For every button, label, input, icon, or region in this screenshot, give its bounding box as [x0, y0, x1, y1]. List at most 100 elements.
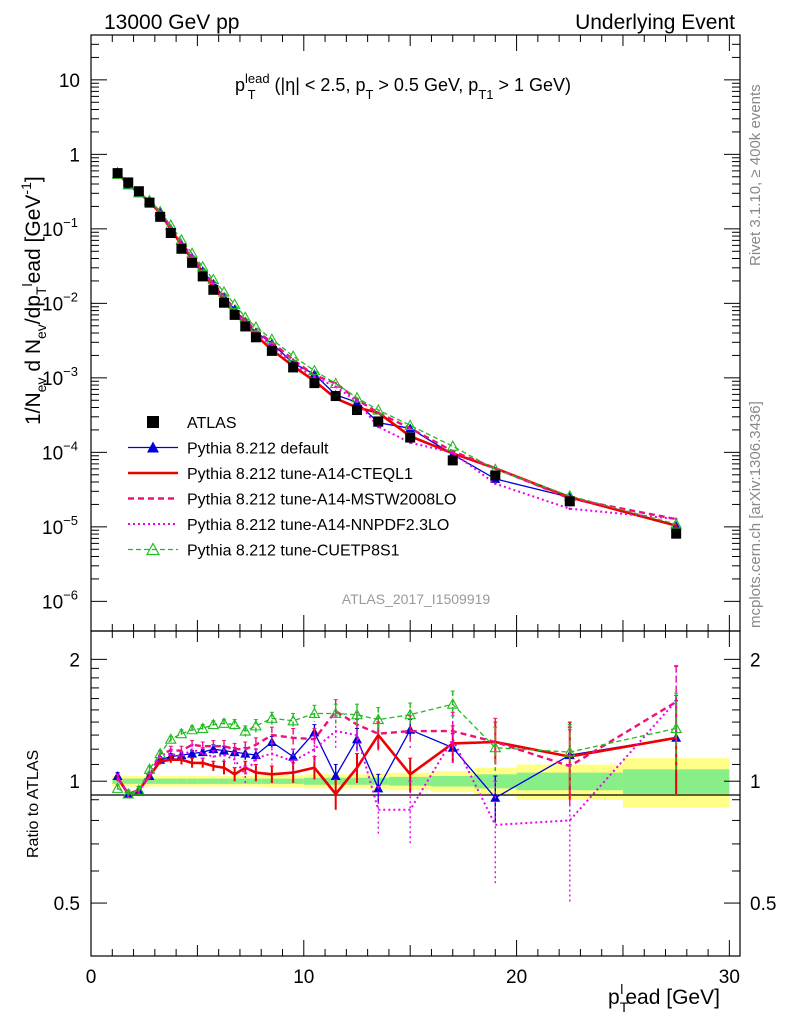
ratio-band-stat	[112, 778, 123, 784]
main-point-atlas	[490, 470, 501, 481]
ratio-point-cuetp8s1	[228, 718, 241, 730]
main-point-atlas	[176, 243, 187, 254]
main-point-cuetp8s1	[239, 311, 252, 322]
ratio-point-default	[330, 771, 341, 781]
xtick-label: 20	[506, 967, 527, 988]
main-point	[493, 482, 497, 485]
main-point-cuetp8s1	[218, 285, 230, 297]
ratio-point-cuetp8s1	[446, 698, 459, 709]
ratio-series-layer	[111, 665, 683, 904]
main-ytick-label: 10−3	[42, 364, 78, 390]
main-point-cuetp8s1	[228, 298, 241, 309]
main-point-cuetp8s1	[329, 377, 342, 389]
ratio-band-stat	[144, 778, 155, 784]
ratio-point-cuetp8s1	[164, 733, 177, 744]
plot-title-rest1: (|η| < 2.5, p	[270, 75, 366, 95]
main-ylabel: 1/Nev d Nev/dpTlead [GeV-1]	[18, 176, 49, 425]
ratio-point-cuetp8s1	[404, 708, 417, 720]
ratio-band-stat	[186, 778, 198, 784]
ratio-point-cuetp8s1	[175, 727, 188, 739]
ratio-band-stat	[250, 778, 262, 784]
main-point	[493, 467, 497, 470]
main-ytick-label: 10	[59, 71, 80, 92]
main-point-atlas	[240, 321, 251, 332]
analysis-tag: ATLAS_2017_I1509919	[342, 591, 491, 607]
main-point	[674, 524, 678, 527]
main-point-default	[309, 369, 320, 379]
main-point	[376, 411, 380, 415]
ratio-point-cuetp8s1	[196, 722, 209, 733]
plot-title-T3: T1	[478, 87, 493, 102]
main-point-atlas	[208, 284, 219, 295]
xlabel: pTlead [GeV]	[608, 981, 720, 1015]
main-point-cuetp8s1	[249, 320, 262, 332]
ratio-band-stat	[229, 778, 240, 784]
main-point-atlas	[250, 332, 261, 343]
ratio-point-cuetp8s1	[207, 718, 220, 730]
xtick-label: 10	[293, 967, 314, 988]
main-point-cuetp8s1	[265, 333, 278, 344]
main-series-line	[117, 173, 677, 525]
ratio-ytick-label-right: 0.5	[750, 894, 776, 915]
ratio-ytick-label: 0.5	[54, 894, 80, 915]
main-point	[451, 451, 455, 454]
main-point-atlas	[229, 309, 240, 320]
plot-title: plead T (|η| < 2.5, pT > 0.5 GeV, pT1 > 1…	[235, 71, 571, 102]
main-point-atlas	[564, 496, 575, 507]
main-ytick-label: 10−6	[42, 587, 78, 613]
main-point-atlas	[671, 528, 682, 539]
main-point-atlas	[351, 405, 362, 416]
legend-marker-atlas	[147, 416, 159, 428]
main-point-atlas	[155, 211, 166, 222]
ratio-band-stat	[218, 778, 230, 784]
ratio-band-stat	[176, 778, 187, 784]
main-point-atlas	[447, 455, 458, 466]
main-point-cuetp8s1	[207, 273, 220, 285]
main-point-cuetp8s1	[308, 364, 321, 376]
ratio-point-cuetp8s1	[329, 707, 342, 719]
header-left: 13000 GeV pp	[104, 11, 239, 34]
ratio-point-cuetp8s1	[186, 723, 199, 735]
ratio-point-cuetp8s1	[287, 714, 300, 726]
ratio-band-stat	[154, 778, 166, 784]
main-point-atlas	[309, 378, 320, 389]
plot-title-p: p	[235, 75, 245, 95]
main-point-atlas	[218, 297, 229, 308]
ratio-band-stat	[133, 778, 145, 784]
main-ytick-label: 10−1	[42, 215, 78, 241]
main-point-atlas	[133, 186, 144, 197]
legend-label: Pythia 8.212 tune-A14-CTEQL1	[187, 466, 413, 483]
main-series-layer	[111, 166, 683, 539]
ratio-point-cuetp8s1	[239, 724, 252, 736]
ratio-point-cuetp8s1	[154, 747, 167, 759]
ratio-panel: 2 2 1 1 0.5 0.5 0 10 20 30	[54, 630, 776, 988]
legend-label: Pythia 8.212 default	[187, 441, 329, 458]
mcplots-label: mcplots.cern.ch [arXiv:1306.3436]	[747, 401, 764, 628]
main-point-atlas	[197, 271, 208, 282]
ratio-ytick-label: 1	[69, 772, 80, 793]
ratio-frame	[90, 630, 741, 957]
ratio-band-stat	[122, 778, 134, 784]
main-point-cuetp8s1	[196, 260, 209, 272]
ratio-ytick-label: 2	[69, 650, 80, 671]
plot-title-T: T	[248, 87, 256, 102]
main-point-cuetp8s1	[404, 419, 417, 430]
ratio-point-cuetp8s1	[249, 719, 262, 731]
xtick-label: 0	[86, 967, 97, 988]
ratio-point-cuetp8s1	[670, 722, 683, 733]
ratio-point-cuetp8s1	[122, 787, 135, 799]
ratio-point-cuetp8s1	[563, 745, 576, 757]
ratio-band-stat	[165, 778, 177, 784]
plot-title-T2: T	[365, 87, 373, 102]
ratio-point-cuetp8s1	[265, 712, 278, 723]
main-point-atlas	[405, 432, 416, 443]
ratio-band-stat	[208, 778, 219, 784]
main-point	[313, 375, 316, 379]
xtick-label: 30	[719, 967, 740, 988]
legend: ATLAS Pythia 8.212 default Pythia 8.212 tu…	[128, 415, 456, 560]
ratio-point-cuetp8s1	[308, 707, 321, 719]
legend-label: ATLAS	[187, 415, 237, 432]
main-point-cuetp8s1	[186, 247, 199, 258]
main-tick-layer: 10 1 10−1 10−2 10−3 10−4 10−5 10−6	[42, 35, 740, 631]
